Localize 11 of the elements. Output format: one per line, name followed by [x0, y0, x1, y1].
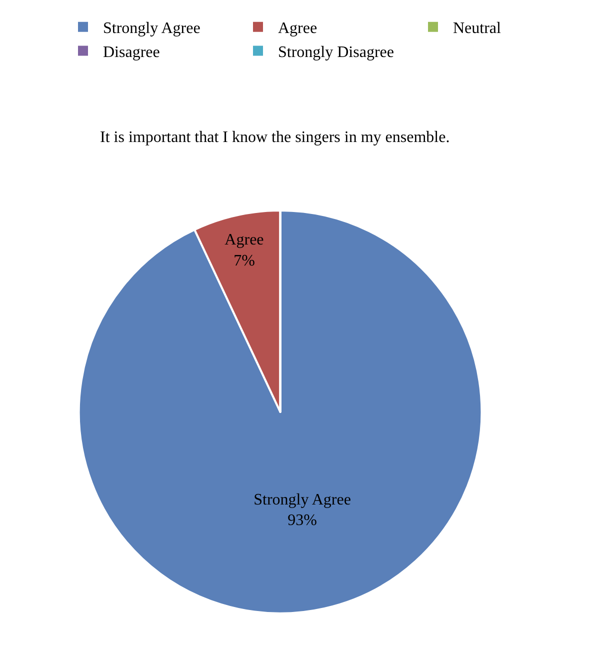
- pie-slice: [78, 210, 483, 614]
- legend-label: Agree: [278, 20, 318, 38]
- legend-label: Strongly Disagree: [278, 44, 394, 61]
- data-label: 7%: [234, 252, 255, 270]
- slice-label: Strongly Agree: [254, 491, 351, 508]
- data-label: 93%: [288, 512, 317, 530]
- text: It is important that I know the singers in my ensemble.: [100, 129, 450, 146]
- slice-label: Agree: [224, 232, 264, 249]
- legend-label: Neutral: [453, 20, 502, 38]
- legend-label: Disagree: [103, 44, 160, 61]
- legend-label: Strongly Agree: [103, 20, 200, 38]
